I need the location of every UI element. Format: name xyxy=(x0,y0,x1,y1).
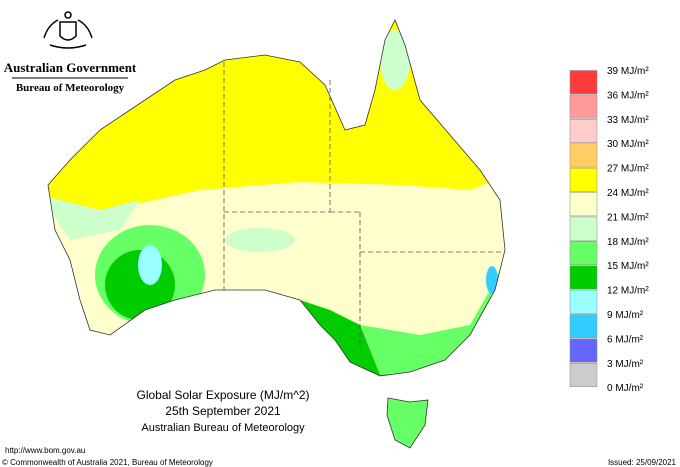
caption-source: Australian Bureau of Meteorology xyxy=(141,422,305,434)
url: http://www.bom.gov.au xyxy=(5,446,85,455)
mainland xyxy=(48,20,505,376)
legend-swatch xyxy=(569,192,598,217)
legend-label: 6 MJ/m² xyxy=(607,334,644,345)
legend-swatch xyxy=(569,119,598,143)
issued: Issued: 25/09/2021 xyxy=(608,458,677,467)
legend-label: 33 MJ/m² xyxy=(607,115,649,126)
legend-label: 15 MJ/m² xyxy=(607,261,649,272)
legend-swatch xyxy=(569,338,598,363)
legend-label: 0 MJ/m² xyxy=(607,383,644,394)
legend-swatch xyxy=(569,216,598,241)
government: Australian Government xyxy=(4,60,137,75)
legend-label: 9 MJ/m² xyxy=(607,310,644,321)
legend-swatch xyxy=(569,363,598,387)
legend-swatch xyxy=(569,314,598,339)
copyright: © Commonwealth of Australia 2021, Bureau… xyxy=(2,458,213,467)
legend-swatch xyxy=(569,241,598,265)
legend: 39 MJ/m² 36 MJ/m² 33 MJ/m² 30 MJ/m² 27 MJ/m²… xyxy=(569,66,649,394)
legend-label: 27 MJ/m² xyxy=(607,164,649,175)
legend-swatch xyxy=(569,265,598,290)
legend-swatch xyxy=(569,289,598,314)
legend-label: 24 MJ/m² xyxy=(607,188,649,199)
emblem xyxy=(43,11,93,49)
legend-label: 3 MJ/m² xyxy=(607,359,644,370)
legend-swatch xyxy=(569,94,598,119)
legend-swatch xyxy=(569,70,598,95)
legend-swatch xyxy=(569,143,598,168)
legend-label: 21 MJ/m² xyxy=(607,212,649,223)
legend-label: 12 MJ/m² xyxy=(607,286,649,297)
tasmania xyxy=(386,397,429,449)
legend-label: 39 MJ/m² xyxy=(607,66,649,77)
caption-title: Global Solar Exposure (MJ/m^2) xyxy=(136,388,309,402)
legend-label: 30 MJ/m² xyxy=(607,139,649,150)
state-borders xyxy=(223,62,505,345)
bureau: Bureau of Meteorology xyxy=(16,82,125,94)
coastline xyxy=(47,19,506,377)
legend-label: 36 MJ/m² xyxy=(607,90,649,101)
legend-label: 18 MJ/m² xyxy=(607,237,649,248)
legend-swatch xyxy=(569,167,598,192)
caption-date: 25th September 2021 xyxy=(165,404,281,418)
